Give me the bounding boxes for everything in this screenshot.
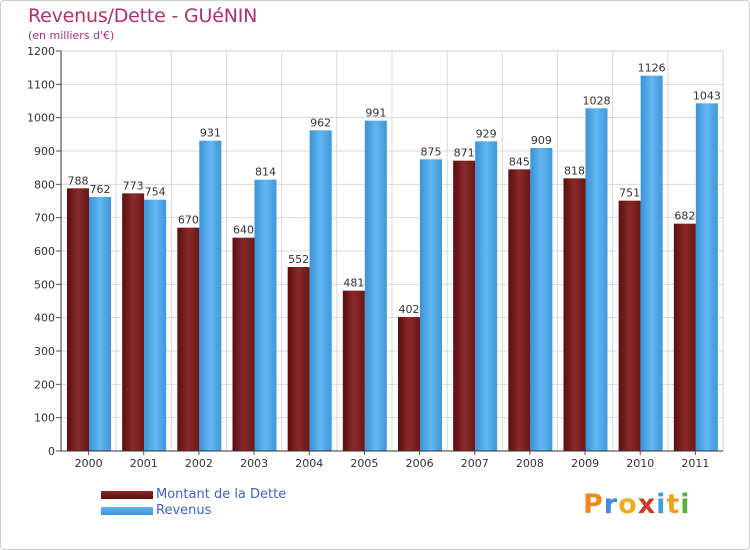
x-tick-label: 2009 — [571, 457, 599, 470]
data-label: 962 — [310, 116, 331, 129]
bar-dette — [618, 200, 641, 451]
x-tick-label: 2004 — [295, 457, 323, 470]
data-label: 931 — [200, 127, 221, 140]
bar-dette — [342, 290, 365, 451]
data-label: 1126 — [638, 62, 666, 75]
legend-label-revenus: Revenus — [156, 503, 212, 518]
bar-dette — [563, 178, 586, 452]
data-label: 762 — [90, 183, 111, 196]
bar-dette — [398, 317, 420, 451]
x-tick-label: 2001 — [130, 457, 158, 470]
y-tick-label: 1000 — [27, 112, 55, 125]
bar-dette — [508, 169, 531, 452]
bar-dette — [287, 267, 310, 451]
bar-revenus — [475, 141, 498, 452]
logo-letter: P — [583, 489, 604, 520]
logo-letter: o — [618, 489, 638, 520]
x-tick-label: 2008 — [516, 457, 544, 470]
bar-revenus — [364, 120, 387, 452]
bar-dette — [232, 237, 255, 451]
legend-label-debt: Montant de la Dette — [156, 487, 287, 502]
data-label: 751 — [619, 187, 640, 200]
x-tick-label: 2005 — [350, 457, 378, 470]
bar-revenus — [309, 130, 332, 452]
y-tick-label: 0 — [48, 445, 55, 458]
data-label: 909 — [531, 134, 552, 147]
bar-dette — [67, 188, 89, 452]
x-tick-label: 2007 — [461, 457, 489, 470]
y-tick-label: 100 — [34, 412, 55, 425]
bar-revenus — [530, 148, 553, 451]
data-label: 1028 — [583, 94, 611, 107]
bar-dette — [122, 193, 145, 452]
y-tick-label: 700 — [34, 212, 55, 225]
y-tick-label: 800 — [34, 178, 55, 191]
data-label: 640 — [233, 224, 254, 237]
data-label: 788 — [68, 174, 89, 187]
y-tick-label: 300 — [34, 345, 55, 358]
bar-revenus — [89, 197, 111, 451]
x-tick-label: 2011 — [681, 457, 709, 470]
data-label: 402 — [399, 303, 420, 316]
data-label: 991 — [365, 107, 386, 120]
x-tick-label: 2000 — [75, 457, 103, 470]
bar-dette — [177, 227, 200, 451]
logo-letter: i — [680, 489, 691, 520]
data-label: 875 — [421, 145, 442, 158]
bar-revenus — [254, 179, 277, 451]
y-tick-label: 500 — [34, 278, 55, 291]
bar-revenus — [695, 103, 718, 451]
bar-dette — [673, 223, 696, 451]
legend-swatch-revenus — [101, 507, 153, 515]
y-tick-label: 1100 — [27, 78, 55, 91]
data-label: 929 — [476, 127, 497, 140]
proxiti-logo: Proxiti — [583, 489, 691, 520]
bar-revenus — [585, 108, 608, 451]
logo-letter: r — [603, 489, 619, 520]
bar-revenus — [144, 199, 167, 451]
data-label: 773 — [123, 179, 144, 192]
x-tick-label: 2002 — [185, 457, 213, 470]
legend-swatch-debt — [101, 491, 153, 499]
y-tick-label: 200 — [34, 378, 55, 391]
data-label: 1043 — [693, 89, 721, 102]
x-tick-label: 2010 — [626, 457, 654, 470]
y-tick-label: 1200 — [27, 45, 55, 58]
x-tick-label: 2003 — [240, 457, 268, 470]
chart-title: Revenus/Dette - GUéNIN — [28, 5, 258, 27]
bar-revenus — [640, 75, 663, 452]
data-label: 682 — [674, 210, 695, 223]
x-tick-label: 2006 — [406, 457, 434, 470]
logo-letter: i — [656, 489, 667, 520]
data-label: 670 — [178, 214, 199, 227]
y-tick-label: 900 — [34, 145, 55, 158]
data-label: 814 — [255, 166, 276, 179]
bar-revenus — [420, 159, 442, 452]
data-label: 481 — [343, 277, 364, 290]
logo-letter: t — [666, 489, 681, 520]
data-label: 845 — [509, 155, 530, 168]
y-tick-label: 400 — [34, 312, 55, 325]
bar-dette — [453, 160, 476, 451]
data-label: 552 — [288, 253, 309, 266]
data-label: 818 — [564, 164, 585, 177]
y-tick-label: 600 — [34, 245, 55, 258]
data-label: 754 — [145, 186, 166, 199]
logo-letter: x — [637, 489, 657, 520]
chart-subtitle: (en milliers d'€) — [28, 29, 115, 42]
data-label: 871 — [454, 147, 475, 160]
bar-revenus — [199, 140, 222, 451]
